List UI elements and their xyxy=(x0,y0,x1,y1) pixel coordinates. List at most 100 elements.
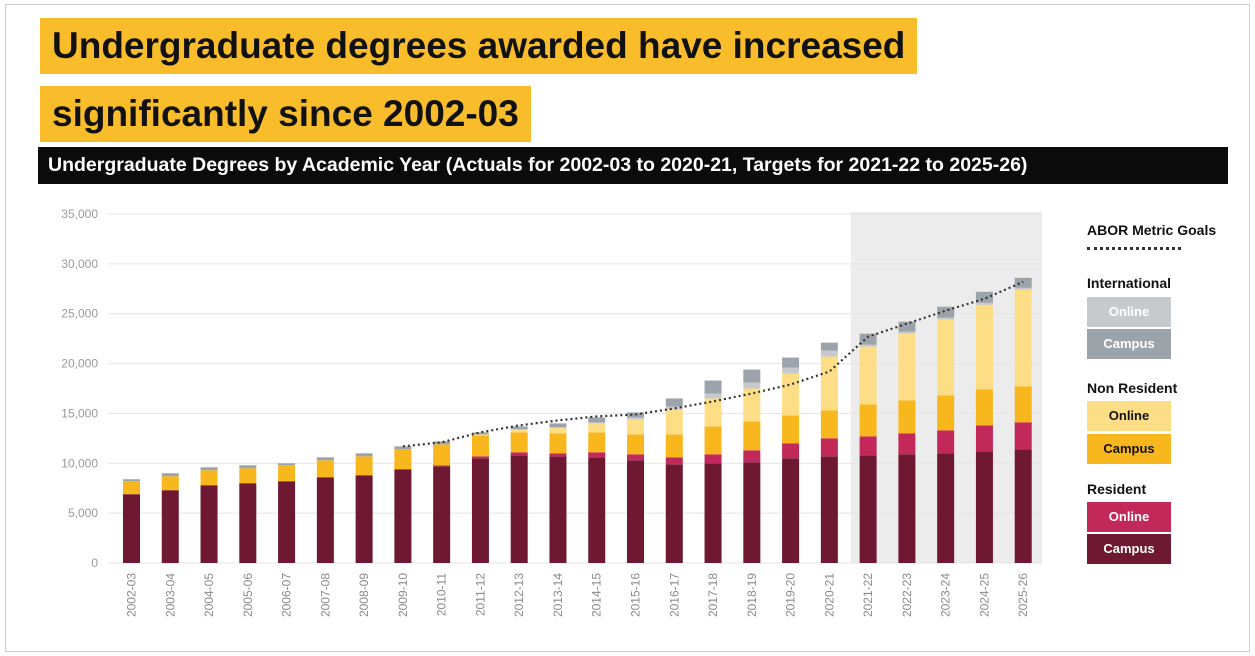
x-tick-label: 2018-19 xyxy=(745,573,759,617)
bar-segment xyxy=(549,427,567,434)
bar-segment xyxy=(782,458,800,563)
bar-segment xyxy=(820,456,838,563)
x-tick-label: 2021-22 xyxy=(861,573,875,617)
chart-subtitle: Undergraduate Degrees by Academic Year (… xyxy=(38,147,1228,184)
bar-segment xyxy=(471,434,489,436)
bar-segment xyxy=(665,409,683,435)
bar-segment xyxy=(1014,422,1032,450)
bar-segment xyxy=(782,367,800,374)
bar-segment xyxy=(549,453,567,457)
bar-segment xyxy=(588,417,606,423)
bar-segment xyxy=(704,380,722,394)
x-tick-label: 2019-20 xyxy=(784,573,798,617)
bar-segment xyxy=(471,456,489,459)
bar-segment xyxy=(394,446,412,450)
bar-segment xyxy=(937,395,955,431)
bar-segment xyxy=(820,438,838,457)
bar-segment xyxy=(704,463,722,563)
bar-segment xyxy=(627,419,645,435)
bar-segment xyxy=(665,457,683,465)
bar-segment xyxy=(665,464,683,563)
bar-segment xyxy=(510,432,528,453)
bar-segment xyxy=(278,463,296,466)
bar-segment xyxy=(782,357,800,368)
bar-segment xyxy=(665,434,683,458)
bar-segment xyxy=(1014,289,1032,387)
bar-segment xyxy=(510,455,528,563)
x-tick-label: 2003-04 xyxy=(163,573,177,617)
bar-segment xyxy=(549,423,567,428)
x-tick-label: 2009-10 xyxy=(396,573,410,617)
bar-segment xyxy=(316,457,334,461)
bar-segment xyxy=(549,456,567,563)
bar-segment xyxy=(743,382,761,389)
x-tick-label: 2016-17 xyxy=(667,573,681,617)
bar-segment xyxy=(975,425,993,452)
bar-segment xyxy=(1014,287,1032,290)
bar-segment xyxy=(510,429,528,433)
x-tick-label: 2005-06 xyxy=(241,573,255,617)
bar-segment xyxy=(316,460,334,478)
bar-segment xyxy=(743,388,761,422)
legend-international-online: Online xyxy=(1087,297,1171,327)
bar-segment xyxy=(782,415,800,444)
bar-segment xyxy=(704,393,722,399)
bar-segment xyxy=(123,479,140,482)
bar-segment xyxy=(898,321,916,332)
legend-goals-swatch xyxy=(1087,247,1181,250)
x-tick-label: 2007-08 xyxy=(318,573,332,617)
bar-segment xyxy=(820,410,838,439)
x-tick-label: 2024-25 xyxy=(977,573,991,617)
legend-nonresident-campus: Campus xyxy=(1087,434,1171,464)
bar-segment xyxy=(898,400,916,434)
x-tick-label: 2022-23 xyxy=(900,573,914,617)
bar-segment xyxy=(937,306,955,318)
bar-segment xyxy=(898,454,916,563)
bar-segment xyxy=(975,302,993,305)
bar-segment xyxy=(161,473,179,477)
x-tick-label: 2004-05 xyxy=(202,573,216,617)
x-tick-label: 2023-24 xyxy=(939,573,953,617)
bar-segment xyxy=(549,433,567,454)
y-tick-label: 15,000 xyxy=(61,406,98,420)
stacked-bar-chart: 0 5,000 10,000 15,000 20,000 25,000 30,000 35,0… xyxy=(61,207,1042,617)
bar-segment xyxy=(859,404,877,437)
bar-segment xyxy=(937,453,955,563)
bar-segment xyxy=(627,434,645,455)
bar-segment xyxy=(471,435,489,457)
y-tick-label: 0 xyxy=(91,556,98,570)
bar-segment xyxy=(743,462,761,563)
bar-segment xyxy=(898,331,916,334)
legend-nonresident-label: Non Resident xyxy=(1087,380,1178,396)
bar-segment xyxy=(937,430,955,454)
bar-segment xyxy=(510,452,528,456)
legend-international-campus: Campus xyxy=(1087,329,1171,359)
legend-resident-campus: Campus xyxy=(1087,534,1171,564)
bar-segment xyxy=(1014,449,1032,563)
x-tick-label: 2006-07 xyxy=(280,573,294,617)
bar-segment xyxy=(510,426,528,430)
bar-segment xyxy=(743,450,761,463)
y-tick-label: 10,000 xyxy=(61,456,98,470)
bar-segment xyxy=(394,449,412,470)
bar-segment xyxy=(200,470,218,486)
x-tick-label: 2011-12 xyxy=(473,573,487,616)
x-tick-label: 2010-11 xyxy=(435,573,449,616)
x-tick-label: 2015-16 xyxy=(629,573,643,617)
bar-segment xyxy=(471,458,489,563)
bar-segment xyxy=(704,398,722,427)
x-tick-label: 2020-21 xyxy=(822,573,836,617)
bar-segment xyxy=(782,373,800,416)
legend-resident-online: Online xyxy=(1087,502,1171,532)
bar-segment xyxy=(433,444,451,466)
bar-segment xyxy=(898,333,916,401)
bar-segment xyxy=(859,333,877,345)
bar-segment xyxy=(937,319,955,396)
bar-segment xyxy=(471,432,489,435)
bar-segment xyxy=(161,476,179,491)
x-tick-label: 2012-13 xyxy=(512,573,526,617)
bar-segment xyxy=(820,350,838,357)
bar-segment xyxy=(433,465,451,467)
bar-segment xyxy=(161,490,179,563)
bar-segment xyxy=(627,454,645,461)
